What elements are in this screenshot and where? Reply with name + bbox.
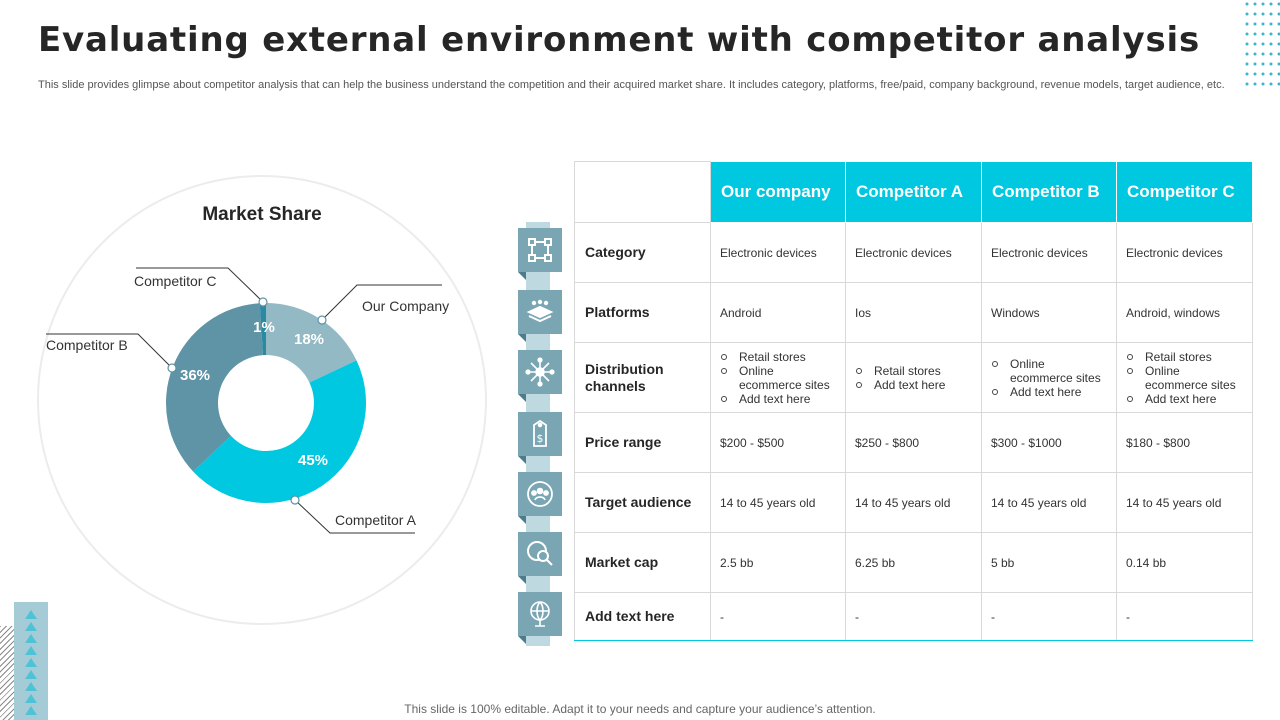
column-header: Competitor B: [981, 161, 1117, 223]
table-cell: Android, windows: [1116, 282, 1253, 343]
table-cell: Retail stores Add text here: [845, 342, 982, 413]
market-share-chart: Market Share Our Company Competitor A Co…: [37, 175, 487, 625]
category-label-competitor-c: Competitor C: [134, 273, 216, 289]
value-label-competitor-a: 45%: [298, 452, 328, 469]
table-cell: 0.14 bb: [1116, 532, 1253, 593]
audience-icon: [518, 472, 562, 524]
leader-dot: [167, 363, 177, 373]
chart-title: Market Share: [202, 204, 321, 225]
table-cell: Windows: [981, 282, 1117, 343]
category-label-competitor-b: Competitor B: [46, 337, 128, 353]
table-cell: 14 to 45 years old: [981, 472, 1117, 533]
value-label-our-company: 18%: [294, 331, 324, 348]
donut-segment-competitor-b: [165, 303, 263, 472]
bullet-list: Online ecommerce sites Add text here: [991, 357, 1107, 399]
category-label-our-company: Our Company: [362, 298, 449, 314]
table-cell: -: [1116, 592, 1253, 641]
table-cell: 14 to 45 years old: [1116, 472, 1253, 533]
slide-title: Evaluating external environment with com…: [38, 20, 1200, 60]
header-blank-cell: [574, 161, 711, 223]
bullet-list: Retail stores Online ecommerce sites Add…: [1126, 350, 1243, 406]
row-label: Category: [574, 222, 711, 283]
table-row: Market cap 2.5 bb 6.25 bb 5 bb 0.14 bb: [574, 532, 1253, 593]
market-search-icon: [518, 532, 562, 584]
table-cell: 14 to 45 years old: [845, 472, 982, 533]
list-item: Retail stores: [855, 364, 972, 378]
table-cell: 14 to 45 years old: [710, 472, 846, 533]
list-item: Add text here: [720, 392, 836, 406]
leader-dot: [317, 315, 327, 325]
row-label: Price range: [574, 412, 711, 473]
table-cell: $180 - $800: [1116, 412, 1253, 473]
hatch-decoration: [0, 626, 14, 720]
table-cell: -: [710, 592, 846, 641]
list-item: Add text here: [1126, 392, 1243, 406]
svg-text:$: $: [537, 432, 544, 445]
list-item: Add text here: [855, 378, 972, 392]
table-header-row: Our company Competitor A Competitor B Co…: [574, 161, 1253, 223]
table-cell: Online ecommerce sites Add text here: [981, 342, 1117, 413]
donut-segment-competitor-c: [259, 303, 266, 356]
list-item: Add text here: [991, 385, 1107, 399]
table-cell: $250 - $800: [845, 412, 982, 473]
slide-subtitle: This slide provides glimpse about compet…: [38, 79, 1225, 91]
row-label: Platforms: [574, 282, 711, 343]
table-row: Category Electronic devices Electronic d…: [574, 222, 1253, 283]
list-item: Online ecommerce sites: [720, 364, 836, 392]
leader-dot: [258, 297, 268, 307]
table-row: Price range $200 - $500 $250 - $800 $300…: [574, 412, 1253, 473]
table-cell: -: [845, 592, 982, 641]
column-header: Competitor C: [1116, 161, 1253, 223]
table-row: Distribution channels Retail stores Onli…: [574, 342, 1253, 413]
bullet-list: Retail stores Add text here: [855, 364, 972, 392]
leader-dot: [290, 495, 300, 505]
row-label: Distribution channels: [574, 342, 711, 413]
price-tag-icon: $: [518, 412, 562, 464]
grid-icon: [518, 228, 562, 280]
layers-icon: [518, 290, 562, 342]
globe-icon: [518, 592, 562, 644]
table-row: Target audience 14 to 45 years old 14 to…: [574, 472, 1253, 533]
network-icon: [518, 350, 562, 402]
competitor-table: Our company Competitor A Competitor B Co…: [574, 161, 1253, 641]
table-cell: 6.25 bb: [845, 532, 982, 593]
table-row: Add text here - - - -: [574, 592, 1253, 641]
row-icon-column: $: [516, 222, 566, 646]
column-header: Our company: [710, 161, 846, 223]
row-label: Add text here: [574, 592, 711, 641]
list-item: Retail stores: [1126, 350, 1243, 364]
table-cell: Android: [710, 282, 846, 343]
category-label-competitor-a: Competitor A: [335, 512, 417, 528]
table-cell: Electronic devices: [981, 222, 1117, 283]
list-item: Online ecommerce sites: [991, 357, 1107, 385]
list-item: Retail stores: [720, 350, 836, 364]
value-label-competitor-b: 36%: [180, 367, 210, 384]
slide-footer: This slide is 100% editable. Adapt it to…: [404, 702, 876, 716]
table-cell: $300 - $1000: [981, 412, 1117, 473]
row-label: Target audience: [574, 472, 711, 533]
table-cell: 5 bb: [981, 532, 1117, 593]
table-cell: Electronic devices: [845, 222, 982, 283]
table-row: Platforms Android Ios Windows Android, w…: [574, 282, 1253, 343]
table-cell: 2.5 bb: [710, 532, 846, 593]
table-cell: -: [981, 592, 1117, 641]
leader-lines: [46, 267, 442, 534]
table-cell: Retail stores Online ecommerce sites Add…: [710, 342, 846, 413]
donut-segment-competitor-a: [193, 360, 366, 503]
table-cell: Ios: [845, 282, 982, 343]
row-label: Market cap: [574, 532, 711, 593]
arrow-strip-decoration: [14, 602, 48, 720]
value-label-competitor-c: 1%: [253, 319, 275, 336]
table-cell: Electronic devices: [1116, 222, 1253, 283]
table-cell: Retail stores Online ecommerce sites Add…: [1116, 342, 1253, 413]
table-cell: $200 - $500: [710, 412, 846, 473]
bullet-list: Retail stores Online ecommerce sites Add…: [720, 350, 836, 406]
dot-pattern-decoration: [1245, 2, 1280, 86]
column-header: Competitor A: [845, 161, 982, 223]
donut-segment-our-company: [266, 303, 357, 383]
list-item: Online ecommerce sites: [1126, 364, 1243, 392]
table-cell: Electronic devices: [710, 222, 846, 283]
chart-backdrop-circle: [37, 175, 487, 625]
